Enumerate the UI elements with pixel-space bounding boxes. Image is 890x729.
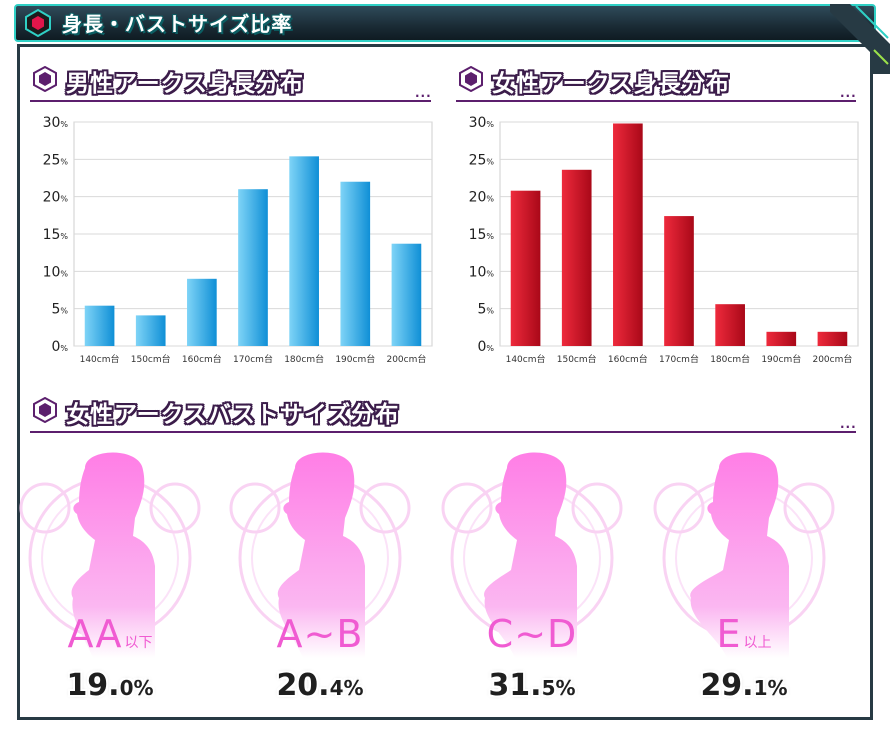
bust-size-label: E 以上 [654, 612, 834, 656]
y-tick-label: 0% [51, 339, 68, 355]
bar [340, 181, 371, 346]
bar [84, 305, 115, 346]
percentage-decimal: 4% [329, 676, 364, 700]
bust-size-label: C~D [442, 612, 622, 656]
bust-size-name: AA [67, 612, 123, 656]
silhouette [277, 452, 365, 658]
x-tick-label: 170cm台 [233, 353, 273, 365]
y-tick-label: 25% [469, 152, 495, 168]
silhouette [690, 452, 789, 658]
header-bar [14, 4, 876, 42]
section-underline [30, 100, 431, 102]
x-tick-label: 140cm台 [80, 353, 120, 365]
y-tick-label: 20% [469, 190, 495, 206]
x-tick-label: 200cm台 [812, 353, 852, 365]
silhouette-icon [19, 452, 201, 658]
emblem-ring [571, 482, 623, 534]
emblem-ring [19, 482, 71, 534]
section-title-male-height: 男性アークス身長分布 [66, 71, 304, 97]
emblem-ring [653, 482, 705, 534]
y-tick-label: 10% [469, 264, 495, 280]
y-tick-label: 15% [469, 227, 495, 243]
emblem-ring [441, 482, 493, 534]
x-tick-label: 150cm台 [557, 353, 597, 365]
more-dots: ... [415, 86, 432, 100]
male-height-chart: 0% 5% 10% 15% 20% 25% 30% 140cm台 150cm台 160cm台 170… [43, 115, 433, 365]
bar [135, 315, 166, 346]
x-tick-label: 180cm台 [284, 353, 324, 365]
more-dots: ... [840, 86, 857, 100]
bust-percentage: 31.5% [442, 668, 622, 703]
bar [289, 156, 319, 346]
section-title-female-bust: 女性アークスバストサイズ分布 [66, 402, 400, 428]
bust-percentage: 19.0% [20, 668, 200, 703]
section-underline [456, 100, 856, 102]
y-tick-label: 5% [51, 302, 68, 318]
page-title: 身長・バストサイズ比率 [62, 12, 293, 36]
bust-size-label: AA 以下 [20, 612, 200, 656]
y-tick-label: 15% [43, 227, 69, 243]
y-tick-label: 20% [43, 190, 69, 206]
silhouette [484, 452, 577, 658]
emblem-ring [783, 482, 835, 534]
percentage-integer: 19. [66, 668, 120, 703]
x-tick-label: 200cm台 [386, 353, 426, 365]
emblem-ring [229, 482, 281, 534]
bust-size-suffix: 以下 [124, 635, 153, 651]
bar [238, 189, 268, 346]
bar [510, 190, 541, 346]
bar [715, 304, 745, 346]
bust-size-name: E [716, 612, 742, 656]
y-tick-label: 5% [477, 302, 494, 318]
emblem-ring [359, 482, 411, 534]
y-tick-label: 30% [469, 115, 495, 131]
bar [187, 278, 217, 346]
section-hexagon-icon [459, 66, 483, 92]
bust-size-name: C~D [486, 612, 578, 656]
y-tick-label: 0% [477, 339, 494, 355]
bar [817, 331, 848, 346]
silhouette-icon [441, 452, 623, 658]
percentage-decimal: 1% [753, 676, 788, 700]
percentage-integer: 31. [488, 668, 542, 703]
x-tick-label: 190cm台 [761, 353, 801, 365]
x-tick-label: 160cm台 [608, 353, 648, 365]
bar [766, 331, 797, 346]
bar [391, 243, 422, 346]
bust-size-label: A~B [230, 612, 410, 656]
x-tick-label: 170cm台 [659, 353, 699, 365]
hexagon-icon [25, 9, 51, 37]
silhouette-icon [229, 452, 411, 658]
section-hexagon-icon [33, 397, 57, 423]
bar [613, 123, 643, 346]
female-height-chart: 0% 5% 10% 15% 20% 25% 30% 140cm台 150cm台 160cm台 170… [469, 115, 859, 365]
bar [561, 169, 592, 346]
section-hexagon-icon [33, 66, 57, 92]
y-tick-label: 30% [43, 115, 69, 131]
silhouette [71, 452, 155, 658]
percentage-integer: 20. [276, 668, 330, 703]
bust-size-suffix: 以上 [743, 635, 772, 651]
percentage-decimal: 5% [541, 676, 576, 700]
percentage-decimal: 0% [119, 676, 154, 700]
x-tick-label: 140cm台 [506, 353, 546, 365]
emblem-ring [149, 482, 201, 534]
more-dots: ... [840, 417, 857, 431]
x-tick-label: 160cm台 [182, 353, 222, 365]
x-tick-label: 190cm台 [335, 353, 375, 365]
y-tick-label: 10% [43, 264, 69, 280]
x-tick-label: 150cm台 [131, 353, 171, 365]
bust-size-name: A~B [276, 612, 364, 656]
corner-decoration [830, 4, 890, 74]
percentage-integer: 29. [700, 668, 754, 703]
bar [664, 216, 694, 346]
silhouette-icon [653, 452, 835, 658]
x-tick-label: 180cm台 [710, 353, 750, 365]
section-title-female-height: 女性アークス身長分布 [492, 71, 730, 97]
y-tick-label: 25% [43, 152, 69, 168]
bust-percentage: 20.4% [230, 668, 410, 703]
bust-percentage: 29.1% [654, 668, 834, 703]
section-underline [30, 431, 856, 433]
